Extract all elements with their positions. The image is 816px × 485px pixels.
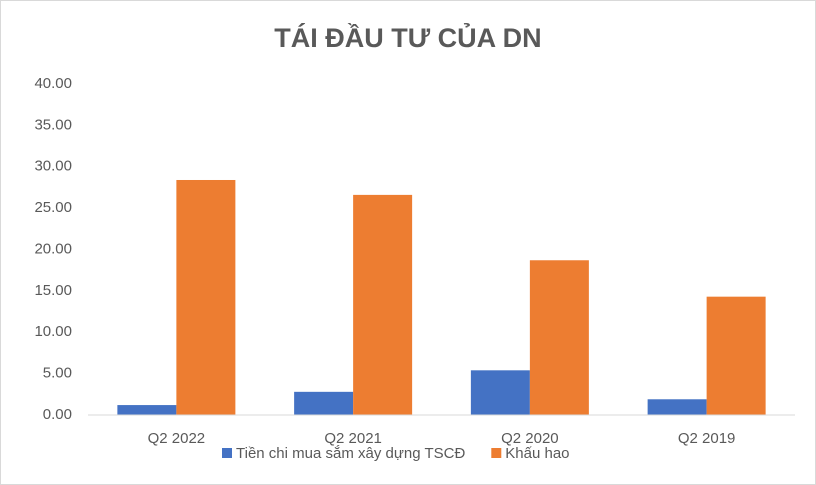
bar <box>470 370 530 415</box>
x-tick-label: Q2 2021 <box>324 430 382 447</box>
bar <box>117 405 177 415</box>
bar <box>294 391 354 415</box>
y-tick-label: 30.00 <box>34 158 72 175</box>
y-tick-label: 15.00 <box>34 282 72 299</box>
legend-label: Khấu hao <box>505 445 569 462</box>
legend-swatch <box>222 448 232 458</box>
y-tick-label: 0.00 <box>43 406 72 423</box>
chart-title: TÁI ĐẦU TƯ CỦA DN <box>274 21 541 53</box>
legend-label: Tiền chi mua sắm xây dựng TSCĐ <box>236 445 465 462</box>
bar <box>706 296 766 415</box>
legend-swatch <box>491 448 502 458</box>
x-tick-label: Q2 2022 <box>148 430 206 447</box>
x-tick-label: Q2 2020 <box>501 430 559 447</box>
bar <box>176 179 236 415</box>
bar <box>529 260 589 415</box>
x-tick-label: Q2 2019 <box>678 430 736 447</box>
bar <box>353 194 413 415</box>
y-tick-label: 25.00 <box>34 199 72 216</box>
y-tick-label: 5.00 <box>43 365 72 382</box>
y-tick-label: 40.00 <box>34 75 72 92</box>
y-tick-label: 35.00 <box>34 116 72 133</box>
bar <box>647 399 707 415</box>
y-tick-label: 10.00 <box>34 323 72 340</box>
y-tick-label: 20.00 <box>34 240 72 257</box>
